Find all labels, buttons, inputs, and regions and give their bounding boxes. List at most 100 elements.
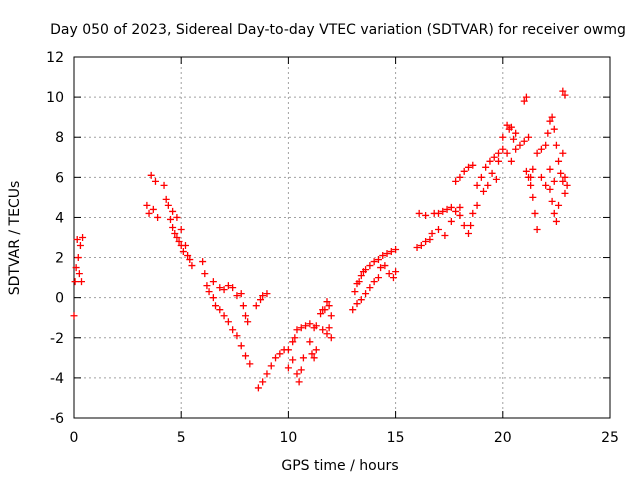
data-point <box>422 211 430 219</box>
data-point <box>220 286 228 294</box>
data-point <box>467 221 475 229</box>
data-point <box>242 352 250 360</box>
data-point <box>166 215 174 223</box>
data-point <box>149 205 157 213</box>
data-point <box>169 207 177 215</box>
data-point <box>224 282 232 290</box>
data-point <box>145 209 153 217</box>
data-point <box>550 177 558 185</box>
data-point <box>555 157 563 165</box>
data-point <box>175 238 183 246</box>
data-point <box>73 236 81 244</box>
x-tick-label: 0 <box>70 430 79 446</box>
data-point <box>537 145 545 153</box>
data-point <box>169 223 177 231</box>
data-point <box>552 141 560 149</box>
data-point <box>181 242 189 250</box>
data-point <box>351 288 359 296</box>
data-point <box>434 225 442 233</box>
data-point <box>488 169 496 177</box>
data-point <box>469 161 477 169</box>
data-point <box>426 236 434 244</box>
data-point <box>291 334 299 342</box>
data-point <box>389 274 397 282</box>
data-point <box>79 234 87 241</box>
data-point <box>520 137 528 145</box>
data-point <box>289 338 297 346</box>
data-point <box>555 201 563 209</box>
data-point <box>428 229 436 237</box>
data-point <box>495 149 503 157</box>
data-point <box>533 225 541 233</box>
data-point <box>469 209 477 217</box>
data-point <box>325 302 333 310</box>
data-point <box>246 360 254 368</box>
data-point <box>537 173 545 181</box>
data-point <box>295 378 303 386</box>
plot-frame <box>73 56 611 419</box>
data-point <box>179 248 187 256</box>
data-point <box>387 248 395 256</box>
data-point <box>374 274 382 282</box>
data-point <box>233 332 241 340</box>
data-point <box>561 189 569 197</box>
data-point <box>492 175 500 183</box>
data-point <box>224 318 232 326</box>
data-point <box>366 284 374 292</box>
data-point <box>486 157 494 165</box>
data-point <box>78 278 86 286</box>
y-tick-label: -4 <box>50 371 64 387</box>
x-tick-label: 25 <box>601 430 619 446</box>
data-point <box>306 320 314 328</box>
data-point <box>477 173 485 181</box>
data-point <box>321 306 329 314</box>
data-point <box>456 203 464 211</box>
data-point <box>312 322 320 330</box>
data-point <box>374 256 382 264</box>
data-point <box>383 250 391 258</box>
data-point <box>362 290 370 298</box>
data-point <box>473 181 481 189</box>
data-point <box>259 378 267 386</box>
data-point <box>239 302 247 310</box>
data-point <box>252 302 260 310</box>
data-point <box>447 217 455 225</box>
data-point <box>559 87 567 95</box>
data-point <box>503 121 511 129</box>
data-point <box>362 266 370 274</box>
data-point <box>529 165 537 173</box>
data-point <box>441 231 449 239</box>
data-point <box>184 252 192 260</box>
data-point <box>244 318 252 326</box>
data-point <box>312 346 320 354</box>
data-point <box>385 270 393 278</box>
data-point <box>323 330 331 338</box>
data-point <box>512 129 520 137</box>
data-point <box>259 292 267 300</box>
data-point <box>531 209 539 217</box>
data-point <box>464 229 472 237</box>
data-point <box>325 324 333 332</box>
data-point <box>415 209 423 217</box>
data-point <box>317 310 325 318</box>
data-point <box>507 123 515 131</box>
data-point <box>201 270 209 278</box>
data-point <box>242 312 250 320</box>
data-point <box>160 181 168 189</box>
data-point <box>70 312 78 320</box>
data-point <box>74 254 82 262</box>
data-point <box>171 229 179 237</box>
grid-lines <box>74 57 610 418</box>
data-point <box>173 213 181 221</box>
data-point <box>308 350 316 358</box>
data-point <box>173 234 181 241</box>
data-point <box>209 278 217 286</box>
data-point <box>297 324 305 332</box>
x-tick-label: 5 <box>177 430 186 446</box>
data-point <box>263 370 271 378</box>
data-point <box>216 284 224 292</box>
x-axis-label: GPS time / hours <box>281 458 398 474</box>
data-point <box>237 290 245 298</box>
data-point <box>548 197 556 205</box>
data-point <box>546 117 554 125</box>
